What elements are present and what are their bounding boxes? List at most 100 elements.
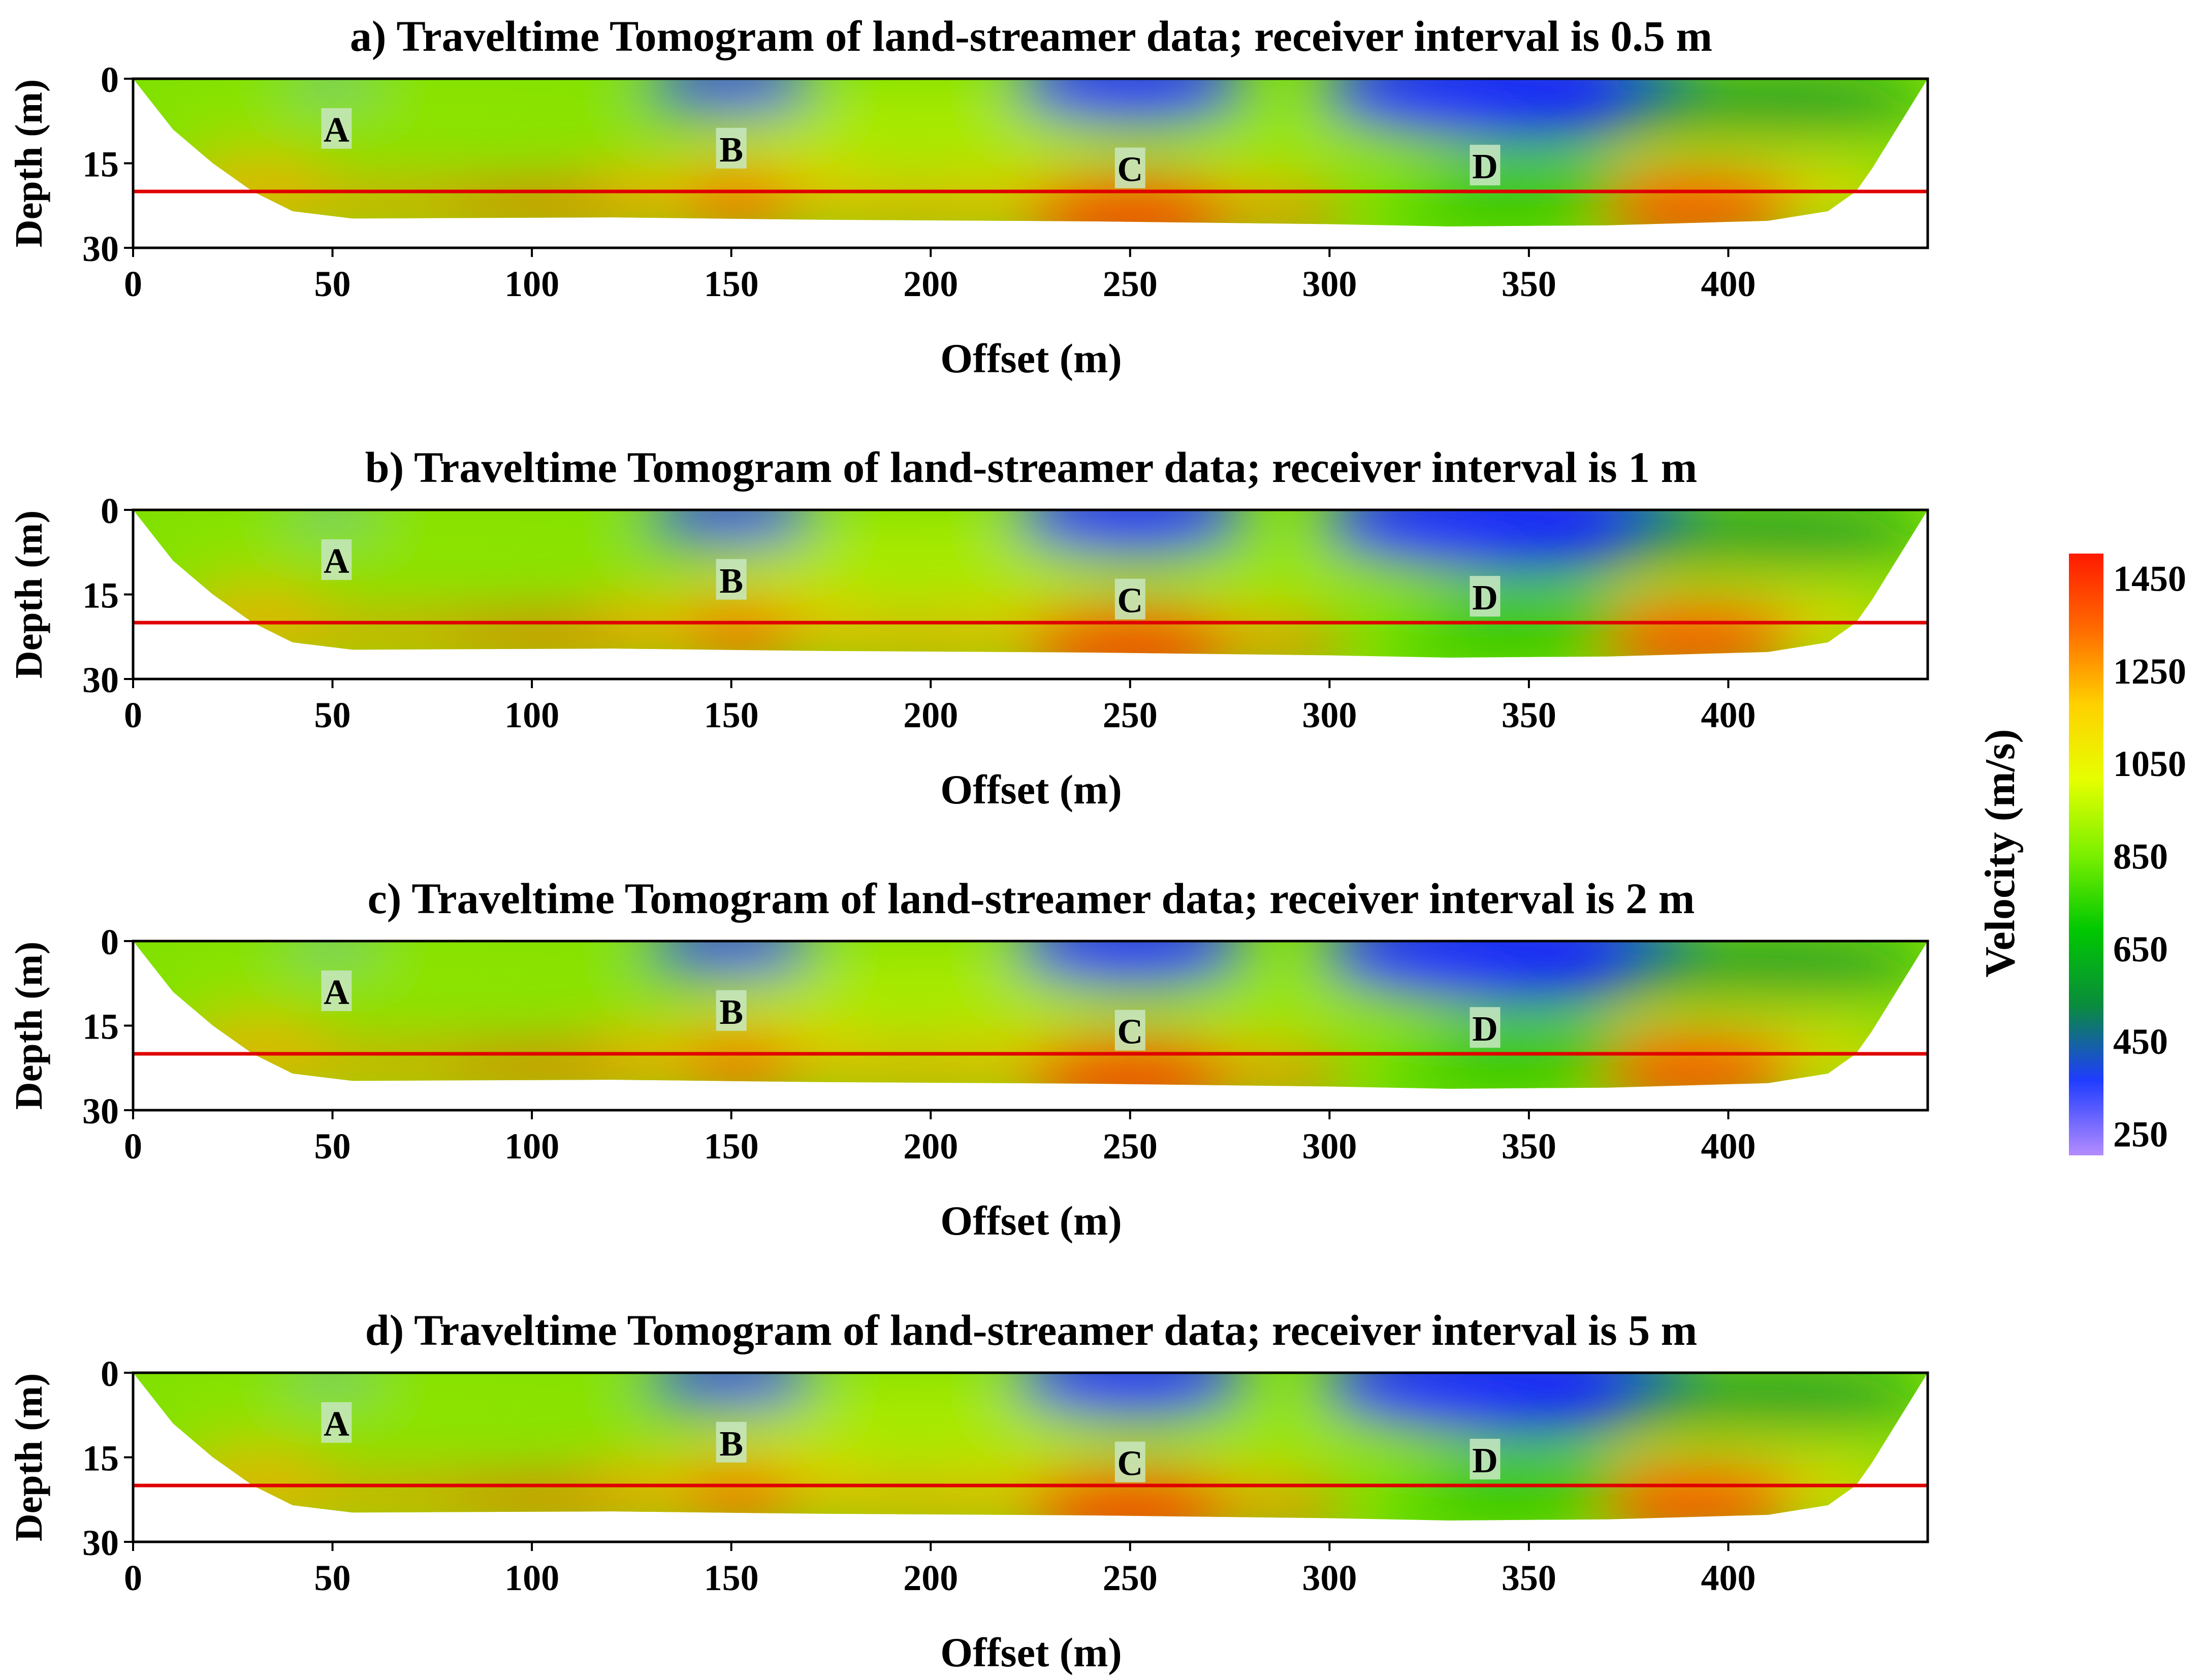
velocity-anomaly — [679, 1468, 800, 1521]
colorbar-tick-label: 450 — [2113, 1021, 2168, 1062]
anomaly-label-box — [1114, 1441, 1145, 1482]
anomaly-label: A — [324, 973, 349, 1012]
velocity-anomaly — [1608, 941, 1928, 992]
anomaly-label: C — [1117, 1013, 1143, 1052]
x-tick-label: 200 — [903, 1558, 958, 1598]
velocity-heatmap — [133, 510, 1928, 658]
velocity-anomaly — [173, 583, 333, 640]
anomaly-label-box — [1470, 576, 1501, 617]
velocity-heatmap — [133, 941, 1928, 1089]
velocity-anomaly — [1317, 510, 1701, 572]
x-tick-label: 100 — [504, 264, 559, 304]
x-tick-label: 50 — [314, 695, 351, 735]
x-tick-label: 300 — [1302, 1126, 1357, 1167]
panel-title: d) Traveltime Tomogram of land-streamer … — [365, 1306, 1698, 1354]
colorbar-ramp — [2069, 554, 2103, 1155]
anomaly-label-box — [321, 970, 352, 1011]
x-tick-label: 300 — [1302, 264, 1357, 304]
velocity-anomaly — [679, 1037, 800, 1089]
x-tick-label: 200 — [903, 1126, 958, 1167]
colorbar-ticks: 1450 1250 1050 850 650 450 250 — [2113, 559, 2186, 1155]
x-tick-label: 100 — [504, 1126, 559, 1167]
velocity-anomaly — [1608, 79, 1928, 130]
velocity-anomaly — [1230, 1054, 1350, 1089]
y-axis-label: Depth (m) — [8, 510, 50, 679]
velocity-anomaly — [1608, 510, 1928, 561]
x-tick-label: 150 — [704, 1558, 759, 1598]
colorbar-tick-label: 1250 — [2113, 651, 2186, 692]
x-tick-label: 0 — [124, 1126, 142, 1167]
velocity-anomaly — [831, 197, 1031, 227]
x-tick-label: 150 — [704, 1126, 759, 1167]
velocity-anomaly — [643, 1373, 819, 1407]
velocity-anomaly — [1317, 941, 1701, 1004]
x-axis-label: Offset (m) — [940, 335, 1122, 381]
anomaly-label: B — [719, 1425, 743, 1464]
y-tick-label: 15 — [82, 1438, 119, 1479]
anomaly-label: B — [719, 131, 743, 170]
x-tick-label: 50 — [314, 1126, 351, 1167]
x-axis-label: Offset (m) — [940, 1198, 1122, 1244]
velocity-anomaly — [1010, 510, 1250, 555]
velocity-anomaly — [679, 605, 800, 658]
anomaly-label-box — [321, 108, 352, 149]
colorbar-tick-label: 650 — [2113, 929, 2168, 970]
x-tick-label: 0 — [124, 695, 142, 735]
panel-title: a) Traveltime Tomogram of land-streamer … — [350, 12, 1712, 60]
velocity-anomaly — [1230, 1485, 1350, 1521]
x-tick-label: 250 — [1103, 695, 1158, 735]
y-tick-label: 15 — [82, 144, 119, 185]
anomaly-label: D — [1472, 1010, 1498, 1049]
y-tick-label: 15 — [82, 575, 119, 616]
anomaly-label-box — [716, 127, 747, 169]
velocity-anomaly — [1230, 191, 1350, 227]
velocity-anomaly — [452, 611, 652, 657]
velocity-anomaly — [679, 174, 800, 227]
velocity-anomaly — [173, 1014, 333, 1071]
panel-c: c) Traveltime Tomogram of land-streamer … — [8, 874, 1929, 1244]
colorbar-tick-label: 850 — [2113, 836, 2168, 877]
velocity-heatmap — [133, 79, 1928, 227]
velocity-anomaly — [643, 510, 819, 544]
velocity-anomaly — [452, 1474, 652, 1520]
y-axis-label: Depth (m) — [8, 1373, 50, 1541]
anomaly-label-box — [321, 539, 352, 580]
anomaly-label: A — [324, 111, 349, 150]
panel-d: d) Traveltime Tomogram of land-streamer … — [8, 1306, 1929, 1675]
x-tick-label: 400 — [1701, 1558, 1756, 1598]
x-axis-label: Offset (m) — [940, 766, 1122, 813]
x-tick-label: 400 — [1701, 1126, 1756, 1167]
anomaly-label-box — [716, 559, 747, 600]
x-tick-label: 150 — [704, 264, 759, 304]
colorbar-tick-label: 1050 — [2113, 744, 2186, 784]
anomaly-label: A — [324, 1405, 349, 1444]
anomaly-label: C — [1117, 150, 1143, 189]
velocity-anomaly — [1010, 1373, 1250, 1418]
velocity-anomaly — [293, 510, 373, 522]
y-axis-label: Depth (m) — [8, 942, 50, 1110]
anomaly-label: C — [1117, 1444, 1143, 1483]
x-tick-label: 150 — [704, 695, 759, 735]
y-tick-label: 0 — [101, 1353, 119, 1394]
x-tick-label: 350 — [1502, 695, 1556, 735]
velocity-anomaly — [133, 510, 692, 578]
y-tick-label: 30 — [82, 1091, 119, 1132]
velocity-heatmap — [133, 1373, 1928, 1521]
x-tick-label: 250 — [1103, 264, 1158, 304]
velocity-anomaly — [452, 1042, 652, 1088]
y-tick-label: 30 — [82, 660, 119, 700]
panel-title: c) Traveltime Tomogram of land-streamer … — [368, 874, 1695, 923]
y-tick-label: 30 — [82, 229, 119, 269]
x-tick-label: 200 — [903, 695, 958, 735]
colorbar-label: Velocity (m/s) — [1976, 729, 2024, 977]
anomaly-label: B — [719, 993, 743, 1032]
anomaly-label: D — [1472, 147, 1498, 186]
anomaly-label: A — [324, 542, 349, 581]
x-tick-label: 200 — [903, 264, 958, 304]
velocity-anomaly — [831, 628, 1031, 658]
panels: a) Traveltime Tomogram of land-streamer … — [8, 12, 1929, 1675]
anomaly-label-box — [321, 1402, 352, 1443]
x-tick-label: 300 — [1302, 695, 1357, 735]
x-tick-label: 50 — [314, 264, 351, 304]
velocity-anomaly — [1230, 623, 1350, 658]
